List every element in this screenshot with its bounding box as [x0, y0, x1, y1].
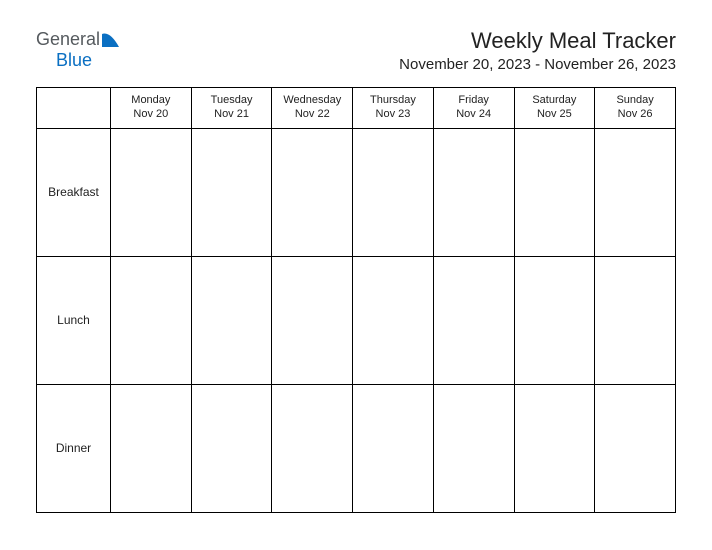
- table-row: Lunch: [37, 256, 676, 384]
- cell: [433, 256, 514, 384]
- col-header-wed: Wednesday Nov 22: [272, 88, 353, 129]
- col-header-thu: Thursday Nov 23: [353, 88, 434, 129]
- row-header-lunch: Lunch: [37, 256, 111, 384]
- cell: [595, 256, 676, 384]
- cell: [272, 128, 353, 256]
- col-day: Saturday: [519, 94, 591, 108]
- cell: [433, 128, 514, 256]
- cell: [353, 384, 434, 512]
- col-day: Monday: [115, 94, 187, 108]
- col-day: Thursday: [357, 94, 429, 108]
- logo-word-blue: Blue: [56, 51, 92, 70]
- cell: [514, 256, 595, 384]
- cell: [191, 256, 272, 384]
- col-date: Nov 22: [276, 108, 348, 122]
- table-header-row: Monday Nov 20 Tuesday Nov 21 Wednesday N…: [37, 88, 676, 129]
- logo-text-block: General Blue: [36, 30, 122, 70]
- col-header-tue: Tuesday Nov 21: [191, 88, 272, 129]
- table-corner-cell: [37, 88, 111, 129]
- col-header-fri: Friday Nov 24: [433, 88, 514, 129]
- cell: [595, 128, 676, 256]
- col-date: Nov 21: [196, 108, 268, 122]
- table-row: Dinner: [37, 384, 676, 512]
- cell: [111, 128, 192, 256]
- col-header-sun: Sunday Nov 26: [595, 88, 676, 129]
- logo-word-general: General: [36, 29, 100, 49]
- cell: [191, 128, 272, 256]
- cell: [272, 256, 353, 384]
- cell: [111, 384, 192, 512]
- row-header-dinner: Dinner: [37, 384, 111, 512]
- cell: [272, 384, 353, 512]
- cell: [514, 128, 595, 256]
- title-block: Weekly Meal Tracker November 20, 2023 - …: [399, 28, 676, 73]
- col-day: Friday: [438, 94, 510, 108]
- cell: [433, 384, 514, 512]
- cell: [595, 384, 676, 512]
- page-subtitle: November 20, 2023 - November 26, 2023: [399, 56, 676, 73]
- col-date: Nov 25: [519, 108, 591, 122]
- logo-mark-icon: [102, 32, 122, 51]
- col-day: Tuesday: [196, 94, 268, 108]
- cell: [514, 384, 595, 512]
- page-container: General Blue Weekly Meal Tracker Novembe…: [0, 0, 712, 543]
- col-date: Nov 20: [115, 108, 187, 122]
- col-header-sat: Saturday Nov 25: [514, 88, 595, 129]
- cell: [353, 128, 434, 256]
- logo: General Blue: [36, 30, 122, 70]
- page-title: Weekly Meal Tracker: [399, 28, 676, 54]
- col-date: Nov 23: [357, 108, 429, 122]
- col-date: Nov 26: [599, 108, 671, 122]
- cell: [111, 256, 192, 384]
- col-date: Nov 24: [438, 108, 510, 122]
- cell: [191, 384, 272, 512]
- col-day: Wednesday: [276, 94, 348, 108]
- table-row: Breakfast: [37, 128, 676, 256]
- col-day: Sunday: [599, 94, 671, 108]
- cell: [353, 256, 434, 384]
- meal-tracker-table: Monday Nov 20 Tuesday Nov 21 Wednesday N…: [36, 87, 676, 513]
- col-header-mon: Monday Nov 20: [111, 88, 192, 129]
- header-row: General Blue Weekly Meal Tracker Novembe…: [36, 28, 676, 73]
- row-header-breakfast: Breakfast: [37, 128, 111, 256]
